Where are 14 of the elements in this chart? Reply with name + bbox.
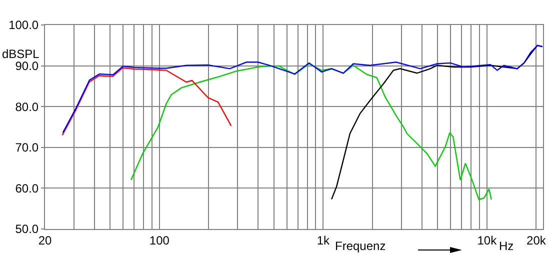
text: Hz bbox=[499, 239, 514, 253]
y-axis-title: dBSPL bbox=[2, 47, 40, 61]
y-tick-label: 100.0 bbox=[8, 18, 39, 32]
y-tick-label: 80.0 bbox=[15, 100, 39, 114]
x-tick-label: 100 bbox=[149, 233, 170, 248]
y-tick-label: 90.0 bbox=[15, 59, 39, 73]
x-tick-label: 1k bbox=[316, 233, 331, 248]
y-tick-label: 60.0 bbox=[15, 181, 39, 196]
x-tick-label: 20k bbox=[526, 233, 547, 248]
x-tick-label: 20 bbox=[38, 233, 52, 248]
x-tick-label: 10k bbox=[477, 233, 498, 248]
x-axis-title: Frequenz bbox=[335, 239, 386, 253]
y-tick-label: 50.0 bbox=[15, 222, 39, 236]
y-tick-label: 70.0 bbox=[15, 140, 39, 155]
